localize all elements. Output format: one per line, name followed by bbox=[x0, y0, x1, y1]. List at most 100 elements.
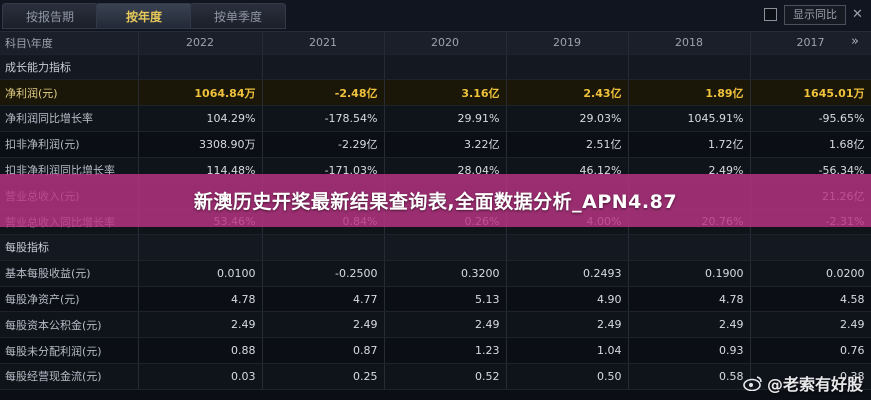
watermark-text: @老索有好股 bbox=[766, 375, 863, 394]
cell-value: 3.22亿 bbox=[384, 131, 507, 158]
table-row[interactable]: 净利润同比增长率 104.29% -178.54% 29.91% 29.03% 1045.… bbox=[0, 105, 871, 132]
header-year[interactable]: 2022 bbox=[138, 32, 263, 55]
header-year[interactable]: 2017 bbox=[750, 32, 871, 55]
weibo-icon bbox=[743, 376, 762, 391]
cell-value: 4.90 bbox=[506, 286, 629, 313]
cell-value: 1045.91% bbox=[628, 105, 751, 132]
header-year[interactable]: 2018 bbox=[628, 32, 751, 55]
cell-value: 2.51亿 bbox=[506, 131, 629, 158]
header-year[interactable]: 2021 bbox=[262, 32, 385, 55]
cell-value: 0.0100 bbox=[138, 260, 263, 287]
close-icon[interactable]: ✕ bbox=[852, 7, 863, 22]
row-label: 每股未分配利润(元) bbox=[0, 337, 139, 365]
cell-value bbox=[506, 54, 629, 81]
cell-value: 29.03% bbox=[506, 105, 629, 132]
cell-value: -2.48亿 bbox=[262, 79, 385, 107]
show-yoy-checkbox[interactable] bbox=[764, 8, 777, 21]
cell-value: 5.13 bbox=[384, 286, 507, 313]
cell-value: 0.58 bbox=[628, 363, 751, 390]
cell-value: 2.49 bbox=[384, 311, 507, 339]
section-row[interactable]: 每股指标 bbox=[0, 234, 871, 261]
header-subject-year: 科目\年度 bbox=[0, 32, 139, 55]
cell-value: 2.49 bbox=[138, 311, 263, 339]
cell-value: 1.23 bbox=[384, 337, 507, 365]
row-label: 每股经营现金流(元) bbox=[0, 363, 139, 390]
cell-value: 2.43亿 bbox=[506, 79, 629, 107]
row-label: 每股资本公积金(元) bbox=[0, 311, 139, 339]
cell-value bbox=[628, 54, 751, 81]
cell-value: -2.29亿 bbox=[262, 131, 385, 158]
cell-value: 1.68亿 bbox=[750, 131, 871, 158]
cell-value: 1645.01万 bbox=[750, 79, 871, 107]
cell-value: 0.1900 bbox=[628, 260, 751, 287]
cell-value: 4.77 bbox=[262, 286, 385, 313]
cell-value: 0.0200 bbox=[750, 260, 871, 287]
cell-value: 0.3200 bbox=[384, 260, 507, 287]
banner-title: 新澳历史开奖最新结果查询表,全面数据分析_APN4.87 bbox=[193, 191, 678, 213]
cell-value: 4.58 bbox=[750, 286, 871, 313]
cell-value bbox=[384, 234, 507, 261]
cell-value bbox=[262, 54, 385, 81]
cell-value bbox=[384, 54, 507, 81]
row-label: 基本每股收益(元) bbox=[0, 260, 139, 287]
cell-value bbox=[506, 234, 629, 261]
cell-value: 1.72亿 bbox=[628, 131, 751, 158]
top-toolbar: 按报告期 按年度 按单季度 显示同比 ✕ bbox=[0, 0, 871, 32]
cell-value: 4.78 bbox=[628, 286, 751, 313]
cell-value bbox=[750, 54, 871, 81]
row-label: 扣非净利润同比增长率 bbox=[0, 157, 139, 184]
table-row[interactable]: 净利润(元) 1064.84万 -2.48亿 3.16亿 2.43亿 1.89亿 1645.… bbox=[0, 79, 871, 107]
cell-value: 2.49 bbox=[750, 311, 871, 339]
section-row[interactable]: 成长能力指标 bbox=[0, 54, 871, 81]
cell-value: 0.87 bbox=[262, 337, 385, 365]
header-year[interactable]: 2020 bbox=[384, 32, 507, 55]
table-header-row: 科目\年度 2022 2021 2020 2019 2018 2017 bbox=[0, 32, 871, 55]
watermark: @老索有好股 bbox=[743, 372, 863, 394]
show-yoy-label[interactable]: 显示同比 bbox=[784, 5, 846, 25]
cell-value: 29.91% bbox=[384, 105, 507, 132]
double-chevron-right-icon[interactable]: » bbox=[851, 34, 859, 49]
cell-value: 0.52 bbox=[384, 363, 507, 390]
cell-value: 0.93 bbox=[628, 337, 751, 365]
row-label: 扣非净利润(元) bbox=[0, 131, 139, 158]
cell-value bbox=[628, 234, 751, 261]
cell-value: 0.2493 bbox=[506, 260, 629, 287]
cell-value: -0.2500 bbox=[262, 260, 385, 287]
cell-value: -178.54% bbox=[262, 105, 385, 132]
row-label: 净利润同比增长率 bbox=[0, 105, 139, 132]
cell-value: 2.49 bbox=[262, 311, 385, 339]
row-label: 每股指标 bbox=[0, 234, 139, 261]
table-row[interactable]: 每股净资产(元) 4.78 4.77 5.13 4.90 4.78 4.58 bbox=[0, 286, 871, 313]
cell-value: 0.38 bbox=[750, 363, 871, 390]
table-row[interactable]: 基本每股收益(元) 0.0100 -0.2500 0.3200 0.2493 0.1900… bbox=[0, 260, 871, 287]
cell-value: 2.49 bbox=[628, 311, 751, 339]
overlay-banner: 新澳历史开奖最新结果查询表,全面数据分析_APN4.87 bbox=[0, 174, 871, 227]
cell-value bbox=[750, 234, 871, 261]
cell-value: 1.04 bbox=[506, 337, 629, 365]
cell-value: 0.03 bbox=[138, 363, 263, 390]
header-year[interactable]: 2019 bbox=[506, 32, 629, 55]
cell-value bbox=[138, 234, 263, 261]
tab-by-report-period[interactable]: 按报告期 bbox=[2, 3, 98, 29]
row-label: 净利润(元) bbox=[0, 79, 139, 107]
cell-value: -95.65% bbox=[750, 105, 871, 132]
cell-value: 3308.90万 bbox=[138, 131, 263, 158]
table-row[interactable]: 每股资本公积金(元) 2.49 2.49 2.49 2.49 2.49 2.49 bbox=[0, 311, 871, 339]
cell-value bbox=[262, 234, 385, 261]
cell-value: 2.49 bbox=[506, 311, 629, 339]
row-label: 成长能力指标 bbox=[0, 54, 139, 81]
cell-value: 3.16亿 bbox=[384, 79, 507, 107]
table-row[interactable]: 扣非净利润(元) 3308.90万 -2.29亿 3.22亿 2.51亿 1.72亿 1.6… bbox=[0, 131, 871, 158]
cell-value: 4.78 bbox=[138, 286, 263, 313]
row-label: 每股净资产(元) bbox=[0, 286, 139, 313]
cell-value: 0.88 bbox=[138, 337, 263, 365]
tab-by-quarter[interactable]: 按单季度 bbox=[190, 3, 286, 29]
table-row[interactable]: 每股未分配利润(元) 0.88 0.87 1.23 1.04 0.93 0.76 bbox=[0, 337, 871, 365]
cell-value: 104.29% bbox=[138, 105, 263, 132]
cell-value bbox=[138, 54, 263, 81]
table-row[interactable]: 每股经营现金流(元) 0.03 0.25 0.52 0.50 0.58 0.38 bbox=[0, 363, 871, 390]
cell-value: 0.25 bbox=[262, 363, 385, 390]
tab-by-year[interactable]: 按年度 bbox=[96, 3, 192, 29]
cell-value: 0.76 bbox=[750, 337, 871, 365]
cell-value: 1064.84万 bbox=[138, 79, 263, 107]
